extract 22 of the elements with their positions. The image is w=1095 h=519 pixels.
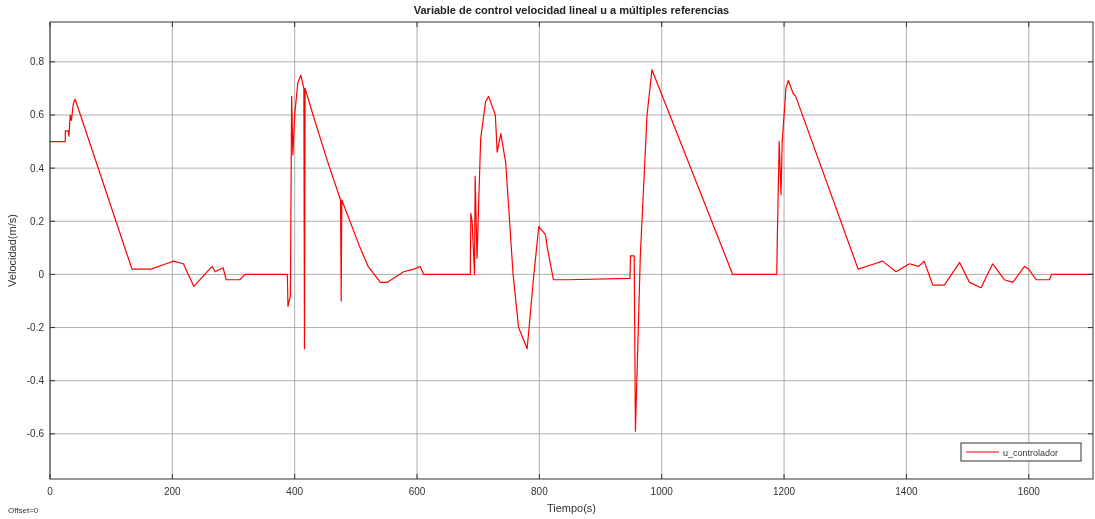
x-tick-label: 800	[531, 486, 549, 497]
x-tick-label: 1200	[772, 486, 796, 497]
y-tick-label: -0.4	[26, 375, 45, 387]
y-tick-label: 0	[38, 268, 45, 280]
y-tick-label: -0.6	[26, 428, 45, 440]
chart-title: Variable de control velocidad lineal u a múltiples referencias	[413, 4, 730, 16]
y-axis-title: Velocidad(m/s)	[6, 214, 18, 287]
x-tick-label: 1400	[895, 486, 918, 497]
legend-label: u_controlador	[1003, 447, 1059, 458]
y-tick-label: 0.6	[30, 109, 45, 121]
y-tick-label: 0.8	[30, 56, 45, 68]
y-tick-label: -0.2	[26, 322, 45, 334]
x-tick-label: 600	[408, 486, 426, 497]
x-axis-title: Tiempo(s)	[546, 502, 597, 514]
x-tick-label: 1000	[650, 486, 674, 497]
x-tick-label: 200	[164, 486, 182, 497]
text: Offset=0	[8, 506, 39, 515]
x-tick-label: 0	[47, 486, 54, 497]
x-tick-label: 400	[286, 486, 304, 497]
y-tick-label: 0.4	[30, 162, 45, 174]
x-tick-label: 1600	[1017, 486, 1041, 497]
y-tick-label: 0.2	[30, 215, 45, 227]
